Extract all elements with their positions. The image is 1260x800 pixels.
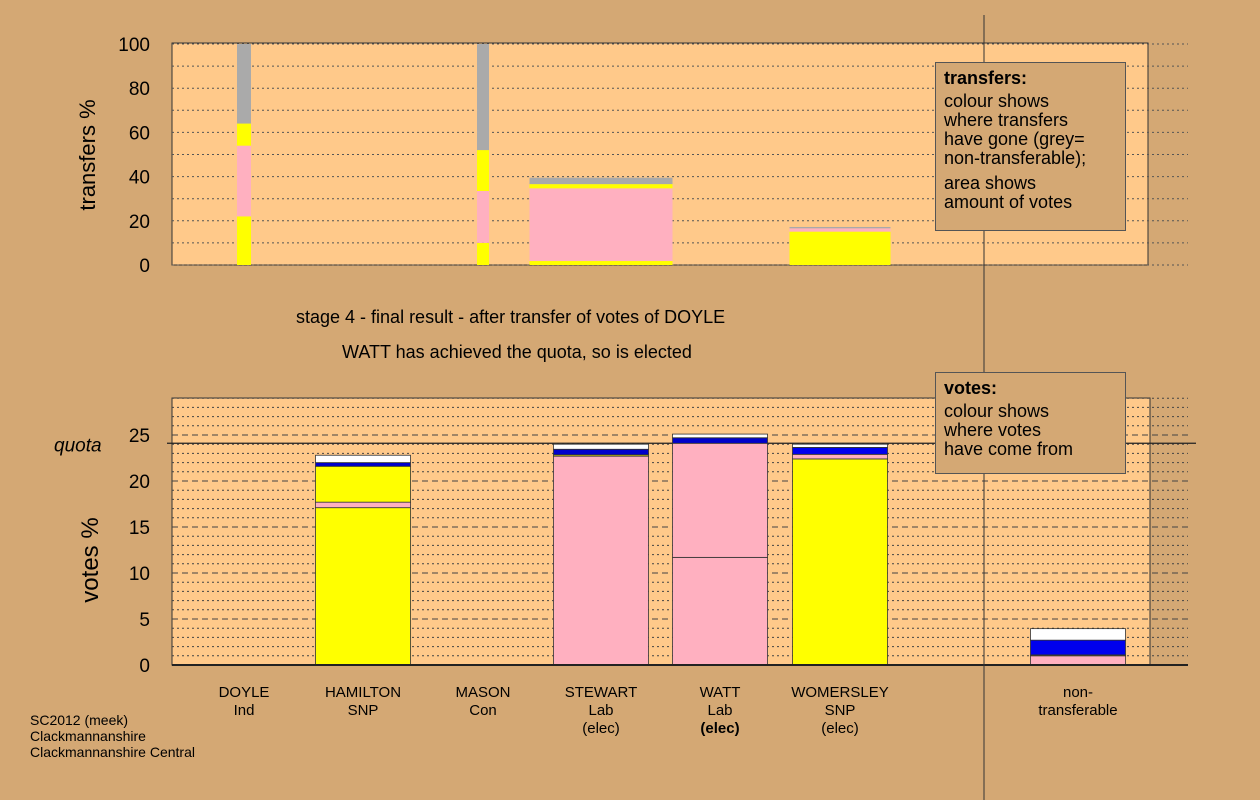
- vote-segment: [315, 454, 411, 463]
- legend-line: have come from: [944, 439, 1074, 459]
- footer-line: Clackmannanshire Central: [30, 744, 195, 760]
- candidate-status: (elec): [582, 720, 620, 737]
- transfer-segment: [529, 177, 673, 185]
- candidate-status: (elec): [700, 720, 740, 737]
- transfer-segment: [237, 216, 251, 265]
- vote-segment: [1030, 639, 1126, 656]
- transfer-segment: [477, 150, 489, 191]
- legend-line: colour shows: [944, 401, 1050, 421]
- footer-line: SC2012 (meek): [30, 712, 129, 728]
- legend-line: non-transferable);: [944, 148, 1087, 168]
- transfers-legend: transfers: colour shows where transfers …: [935, 62, 1126, 231]
- vote-segment: [553, 455, 649, 666]
- vote-segment: [1030, 628, 1126, 641]
- candidate-party: Ind: [233, 702, 255, 719]
- candidate-label: MASON Con: [413, 684, 553, 720]
- candidate-party: Lab: [588, 702, 614, 719]
- y-tick-label: 5: [139, 610, 150, 631]
- candidate-name: DOYLE: [218, 684, 270, 701]
- transfer-segment: [477, 242, 489, 265]
- candidate-party: transferable: [1038, 702, 1118, 719]
- y-tick-label: 0: [139, 656, 150, 677]
- y-axis-label: transfers %: [75, 99, 100, 210]
- vote-segment: [315, 462, 411, 467]
- y-tick-label: 20: [129, 472, 150, 493]
- legend-line: have gone (grey=: [944, 129, 1085, 149]
- footer: SC2012 (meek) Clackmannanshire Clackmann…: [30, 712, 195, 760]
- y-tick-label: 40: [129, 168, 150, 189]
- quota-label: quota: [54, 435, 102, 456]
- candidate-name: non-: [1062, 684, 1094, 701]
- candidate-name: WOMERSLEY: [791, 684, 889, 701]
- y-tick-label: 10: [129, 564, 150, 585]
- candidate-name: HAMILTON: [324, 684, 402, 701]
- candidate-label: WOMERSLEY SNP (elec): [770, 684, 910, 738]
- votes-legend-title: votes:: [944, 378, 998, 398]
- transfer-segment: [237, 123, 251, 146]
- vote-segment: [553, 443, 649, 450]
- vote-segment: [672, 437, 768, 444]
- y-tick-label: 0: [139, 256, 150, 277]
- votes-legend: votes: colour shows where votes have com…: [935, 372, 1126, 474]
- vote-segment: [792, 458, 888, 666]
- y-axis-label: votes %: [77, 517, 104, 602]
- footer-line: Clackmannanshire: [30, 728, 146, 744]
- vote-segment: [792, 443, 888, 448]
- transfer-segment: [529, 188, 673, 262]
- transfer-segment: [789, 226, 891, 229]
- transfer-segment: [529, 184, 673, 189]
- vote-segment: [672, 556, 768, 666]
- candidate-party: Lab: [707, 702, 733, 719]
- legend-line: colour shows: [944, 91, 1050, 111]
- vote-segment: [553, 448, 649, 456]
- y-tick-label: 80: [129, 79, 150, 100]
- vote-segment: [672, 442, 768, 558]
- vote-segment: [315, 465, 411, 503]
- candidate-label: HAMILTON SNP: [293, 684, 433, 720]
- transfer-segment: [477, 190, 489, 243]
- y-tick-label: 15: [129, 518, 150, 539]
- vote-segment: [1030, 655, 1126, 666]
- legend-line: amount of votes: [944, 192, 1073, 212]
- transfers-legend-title: transfers:: [944, 68, 1028, 88]
- legend-line: where transfers: [944, 110, 1069, 130]
- vote-segment: [672, 433, 768, 439]
- vote-segment: [792, 447, 888, 455]
- candidate-name: MASON: [455, 684, 511, 701]
- candidate-party: SNP: [824, 702, 856, 719]
- transfer-segment: [477, 44, 489, 151]
- y-tick-label: 25: [129, 426, 150, 447]
- transfer-segment: [237, 145, 251, 217]
- candidate-party: SNP: [347, 702, 379, 719]
- candidate-label: STEWART Lab (elec): [531, 684, 671, 738]
- transfer-segment: [529, 261, 673, 265]
- vote-segment: [792, 453, 888, 460]
- chart-title: stage 4 - final result - after transfer …: [296, 307, 726, 327]
- y-tick-label: 100: [118, 35, 150, 56]
- candidate-label: WATT Lab (elec): [650, 684, 790, 738]
- transfer-segment: [237, 44, 251, 124]
- vote-segment: [315, 501, 411, 509]
- candidate-status: (elec): [821, 720, 859, 737]
- candidate-party: Con: [469, 702, 497, 719]
- legend-line: area shows: [944, 173, 1037, 193]
- vote-segment: [315, 507, 411, 666]
- candidate-name: STEWART: [564, 684, 638, 701]
- transfer-segment: [789, 231, 891, 265]
- candidate-name: WATT: [699, 684, 741, 701]
- transfer-segment: [789, 228, 891, 232]
- y-tick-label: 20: [129, 212, 150, 233]
- legend-line: where votes: [944, 420, 1042, 440]
- y-tick-label: 60: [129, 123, 150, 144]
- candidate-label: non-transferable: [1008, 684, 1148, 720]
- candidate-label: DOYLE Ind: [174, 684, 314, 720]
- chart-subtitle: WATT has achieved the quota, so is elect…: [342, 342, 692, 362]
